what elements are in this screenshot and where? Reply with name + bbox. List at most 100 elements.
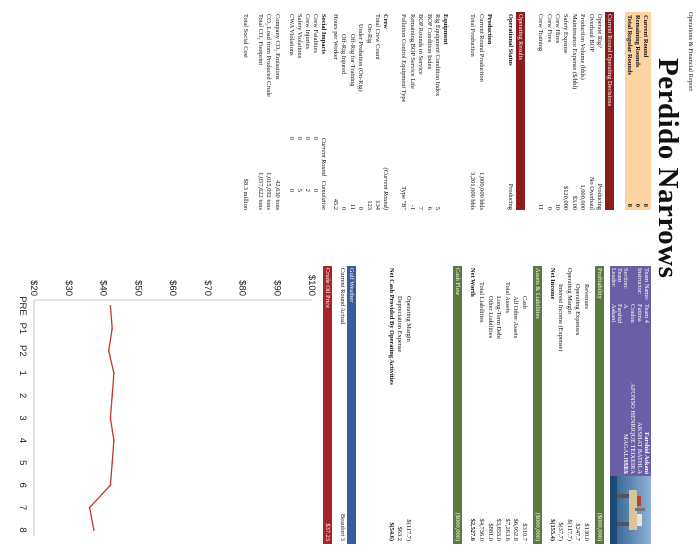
data-row: Operating Margin $(117.7) xyxy=(565,268,573,541)
y-tick-label: $40 xyxy=(98,280,109,296)
row-label: BOP Rounds in Service xyxy=(417,14,425,75)
gulf-weather-header: Gulf Weather xyxy=(347,266,356,544)
data-row: Total CO₂ Footprint 1,057,622 tons xyxy=(256,14,264,210)
decisions-header: Current Round Operating Decisions xyxy=(605,12,614,210)
row-label: Operate Rig? xyxy=(596,14,603,48)
crude-price-point xyxy=(107,349,110,352)
profitability-unit: ($000,000) xyxy=(596,512,603,541)
data-row: Depreciation Expense $63.2 xyxy=(395,268,403,541)
data-row: Interest Income (Expense) $(37.7) xyxy=(556,268,564,541)
operating-results-header: Operating Results xyxy=(516,12,525,210)
row-value: 11 xyxy=(348,203,356,210)
data-row: Under Probation (On-Rig) 0 xyxy=(356,14,364,210)
row-value: Type "B" xyxy=(400,186,408,210)
assets-section: Assets & Liabilities ($000,000) Cash $310… xyxy=(464,266,542,544)
row-label: Off-Rig for Training xyxy=(348,34,356,87)
row-value: $247.7 xyxy=(574,523,582,541)
row-value: $6,952.8 xyxy=(512,518,520,541)
team-panel: Team Name: Team 4 Instructor: Fatima Cra… xyxy=(610,266,651,544)
crude-price-point xyxy=(88,506,91,509)
row-label: Under Probation (On-Rig) xyxy=(357,24,365,92)
data-row: Total Regular Rounds 8 xyxy=(625,12,633,210)
crude-price-section: Crude Oil Price $37.23 xyxy=(323,266,332,544)
oil-rig-photo xyxy=(610,476,651,544)
data-row: Operating Margin $(117.7) xyxy=(404,268,412,541)
row-label: Total Assets xyxy=(503,282,511,313)
data-row: Company CO₂ Emissions 42,630 tons xyxy=(273,14,281,210)
row-value: $3.00 xyxy=(570,195,578,210)
row-label: Pollution Control Equipment Type xyxy=(400,14,408,103)
row-value: $(37.7) xyxy=(557,522,565,541)
row-label: Other Liabilities xyxy=(486,296,494,339)
row-label: CWA Violations xyxy=(288,14,295,56)
row-label: Long-Term Debt xyxy=(495,296,503,340)
row-label: Safety Violations xyxy=(296,14,303,59)
data-row: Remaining Rounds 0 xyxy=(633,12,641,210)
assets-unit: ($000,000) xyxy=(534,512,541,541)
equipment-heading: Equipment xyxy=(442,14,449,45)
row-label: Net Income xyxy=(548,268,556,300)
row-cumulative: 0 xyxy=(312,188,319,192)
current-round-box: Current Round 8 Remaining Rounds 0 Total Reg… xyxy=(625,12,651,210)
cashflow-header: Cash Flow xyxy=(454,268,461,296)
y-tick-label: $80 xyxy=(237,280,248,296)
row-value: $7,263.6 xyxy=(503,518,511,541)
data-row: Other Liabilities $881.0 xyxy=(486,268,494,541)
row-label: Crew Injuries xyxy=(304,14,311,49)
row-label: Cash xyxy=(521,296,528,309)
row-value: 134 xyxy=(374,200,381,210)
row-value: $310.7 xyxy=(521,523,528,541)
row-value: Producing xyxy=(596,183,603,210)
row-label: Current Round xyxy=(642,15,649,58)
row-value: $(54.6) xyxy=(387,522,395,541)
row-label: Total Production xyxy=(469,14,476,57)
row-label: Hours per Worker xyxy=(332,14,339,60)
row-value: 8 xyxy=(642,203,649,207)
report-label: Operations & Financial Report xyxy=(687,12,694,91)
row-cumulative: 5 xyxy=(296,188,303,192)
gulf-weather-section: Gulf Weather Current Round Actual Beaufo… xyxy=(336,266,356,544)
row-value: 45.2 xyxy=(332,198,339,210)
data-row: Net Income $(155.4) xyxy=(548,268,556,541)
crude-price-value: $37.23 xyxy=(324,523,331,541)
row-value: 11 xyxy=(537,203,545,210)
row-label: Total Liabilities xyxy=(478,282,485,323)
y-tick-label: $60 xyxy=(167,280,178,296)
row-value: 0 xyxy=(357,206,365,210)
ops-status-label: Operational Status xyxy=(507,14,514,66)
row-label: Company CO₂ Emissions xyxy=(274,14,281,80)
row-label: Operating Margin xyxy=(405,296,412,342)
production-heading: Production xyxy=(486,14,493,45)
x-tick-label: 4 xyxy=(17,438,28,443)
team-name-label: Team Name: xyxy=(643,268,650,301)
x-tick-label: 3 xyxy=(17,415,28,420)
x-tick-label: PRE xyxy=(17,296,28,316)
x-tick-label: 7 xyxy=(17,505,28,510)
row-value: $130.0 xyxy=(583,523,590,541)
y-tick-label: $20 xyxy=(28,280,39,296)
team-label: Team xyxy=(616,268,623,283)
cashflow-unit: ($000,000) xyxy=(454,512,461,541)
team-leader-last: Askani xyxy=(610,304,617,323)
gulf-weather-value: Beaufort 3 xyxy=(339,513,346,541)
social-col-cumulative: Cumulative xyxy=(320,180,327,210)
row-value: 123 xyxy=(365,200,373,210)
data-row: Operating Expenses $247.7 xyxy=(573,268,581,541)
row-value: 8 xyxy=(626,203,633,207)
y-tick-label: $70 xyxy=(202,280,213,296)
data-row: Pollution Control Equipment Type Type "B" xyxy=(399,14,407,210)
row-label: Operating Expenses xyxy=(574,284,582,336)
y-tick-label: $30 xyxy=(63,280,74,296)
row-label: Crew Hires xyxy=(554,14,561,44)
row-label: Net Worth xyxy=(469,268,477,297)
row-label: Maintenance Expense ($/bbl) xyxy=(570,14,578,90)
row-label: Overhaul BOP xyxy=(587,14,595,52)
team-member: Farshid Askani xyxy=(643,432,650,474)
data-row: CO₂ Load from Produced Crude 1,015,092 to… xyxy=(264,14,272,210)
row-label: Total Crew Count xyxy=(374,14,381,60)
crude-price-chart: $20 $30 $40 $50 $60 $70 $80 $90 $100 PRE P1 P2 1 2 3 4 5… xyxy=(17,275,317,536)
team-name-value: Team 4 xyxy=(643,304,650,323)
crude-price-point xyxy=(92,529,95,531)
row-value: 42,630 tons xyxy=(274,180,281,210)
